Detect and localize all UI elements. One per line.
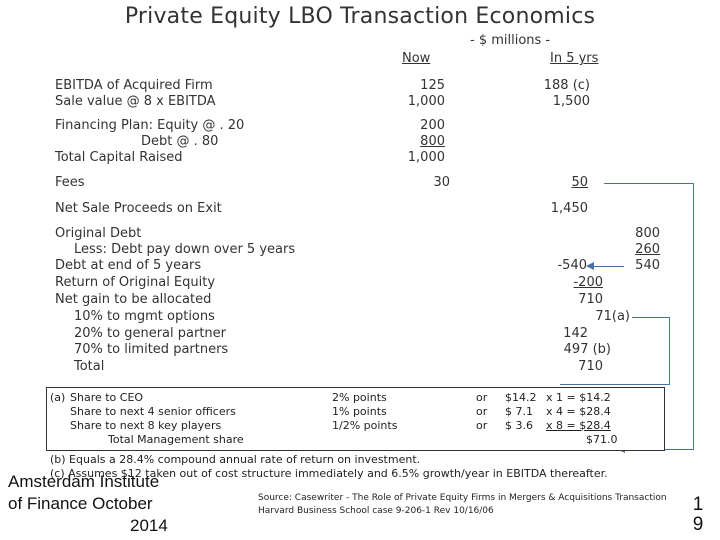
limited-partners-label: 70% to limited partners xyxy=(74,342,229,357)
note-a-points: 2% points xyxy=(332,391,387,404)
fees-5yrs: 50 xyxy=(571,175,588,190)
financing-equity-label: Financing Plan: Equity @ . 20 xyxy=(55,118,245,133)
note-a-calc: x 8 = $28.4 xyxy=(546,419,611,432)
fees-label: Fees xyxy=(55,175,85,190)
financing-debt-label: Debt @ . 80 xyxy=(141,134,219,149)
general-partner-label: 20% to general partner xyxy=(74,326,226,341)
total-capital-label: Total Capital Raised xyxy=(55,150,183,165)
ebitda-label: EBITDA of Acquired Firm xyxy=(55,78,213,93)
management-share-note xyxy=(46,387,665,451)
note-a-line: Share to CEO xyxy=(70,391,144,404)
footer-org-line3: 2014 xyxy=(130,516,168,535)
column-5-years: In 5 yrs xyxy=(550,51,599,66)
note-a-line: Share to next 4 senior officers xyxy=(70,405,236,418)
note-a-line: Share to next 8 key players xyxy=(70,419,222,432)
ebitda-now: 125 xyxy=(420,78,445,93)
connector-line xyxy=(604,183,694,184)
total-capital-now: 1,000 xyxy=(407,150,445,165)
net-gain-label: Net gain to be allocated xyxy=(55,292,212,307)
debt-end-negative: -540 xyxy=(557,258,587,273)
total-value: 710 xyxy=(578,359,603,374)
connector-line xyxy=(632,317,670,318)
page-number-line2: 9 xyxy=(692,514,704,535)
connector-line xyxy=(669,317,670,385)
source-line1: Source: Casewriter - The Role of Private… xyxy=(258,493,667,503)
arrow-icon xyxy=(586,262,594,270)
limited-partners-value: 497 (b) xyxy=(563,342,611,357)
note-a-or: or xyxy=(476,405,488,418)
mgmt-options-label: 10% to mgmt options xyxy=(74,309,215,324)
note-a-points: 1/2% points xyxy=(332,419,398,432)
debt-paydown-value: 260 xyxy=(635,242,660,257)
original-debt-value: 800 xyxy=(635,226,660,241)
note-a-calc: x 4 = $28.4 xyxy=(546,405,611,418)
net-gain-value: 710 xyxy=(578,292,603,307)
mgmt-options-value: 71(a) xyxy=(595,309,630,324)
footer-org-line1: Amsterdam Institute xyxy=(8,472,160,491)
return-equity-label: Return of Original Equity xyxy=(55,275,216,290)
original-debt-label: Original Debt xyxy=(55,226,142,241)
page-title: Private Equity LBO Transaction Economics xyxy=(124,4,596,29)
sale-value-label: Sale value @ 8 x EBITDA xyxy=(55,94,216,109)
note-a-marker: (a) xyxy=(50,391,66,404)
note-b: (b) Equals a 28.4% compound annual rate … xyxy=(50,453,421,466)
debt-now: 800 xyxy=(420,134,445,149)
note-a-points: 1% points xyxy=(332,405,387,418)
debt-end-value: 540 xyxy=(635,258,660,273)
note-a-calc: x 1 = $14.2 xyxy=(546,391,611,404)
column-now: Now xyxy=(402,51,431,66)
connector-line xyxy=(693,183,694,450)
fees-now: 30 xyxy=(433,175,450,190)
ebitda-5yrs: 188 (c) xyxy=(543,78,590,93)
note-a-dollars: $ 3.6 xyxy=(505,419,533,432)
debt-paydown-label: Less: Debt pay down over 5 years xyxy=(74,242,296,257)
net-sale-5yrs: 1,450 xyxy=(550,201,588,216)
sale-value-5yrs: 1,500 xyxy=(552,94,590,109)
note-a-line: Total Management share xyxy=(108,433,244,446)
source-line2: Harvard Business School case 9-206-1 Rev… xyxy=(258,506,494,516)
sale-value-now: 1,000 xyxy=(407,94,445,109)
note-c: (c) Assumes $12 taken out of cost struct… xyxy=(50,467,608,480)
return-equity-value: -200 xyxy=(573,275,603,290)
net-sale-label: Net Sale Proceeds on Exit xyxy=(55,201,222,216)
note-a-or: or xyxy=(476,419,488,432)
connector-line xyxy=(592,266,624,267)
note-a-or: or xyxy=(476,391,488,404)
general-partner-value: 142 xyxy=(563,326,588,341)
units-label: - $ millions - xyxy=(470,33,551,48)
connector-line xyxy=(560,384,670,385)
equity-now: 200 xyxy=(420,118,445,133)
note-a-total: $71.0 xyxy=(586,433,618,446)
note-a-dollars: $14.2 xyxy=(505,391,537,404)
page-number-line1: 1 xyxy=(692,494,704,515)
debt-end-label: Debt at end of 5 years xyxy=(55,258,202,273)
footer-org-line2: of Finance October xyxy=(8,494,153,513)
total-label: Total xyxy=(74,359,105,374)
note-a-dollars: $ 7.1 xyxy=(505,405,533,418)
